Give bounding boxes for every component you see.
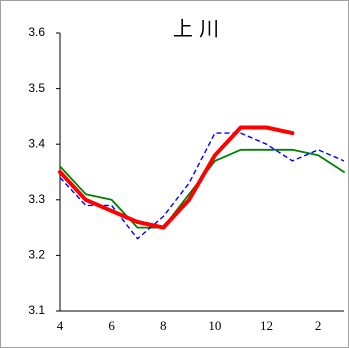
x-tick-label: 4 [57, 318, 64, 333]
y-tick-label: 3.3 [28, 192, 45, 206]
y-tick-label: 3.1 [28, 303, 45, 317]
x-tick-label: 2 [315, 318, 322, 333]
y-tick-label: 3.5 [28, 81, 45, 95]
y-tick-label: 3.6 [28, 25, 45, 39]
y-tick-label: 3.4 [28, 136, 45, 150]
series-line [58, 125, 295, 230]
chart-title: 上 川 [173, 17, 219, 41]
x-tick-label: 10 [208, 318, 221, 333]
x-tick-label: 8 [160, 318, 167, 333]
x-tick-label: 6 [108, 318, 115, 333]
x-tick-label: 12 [260, 318, 273, 333]
series-line [59, 132, 345, 240]
y-tick-label: 3.2 [28, 248, 45, 262]
